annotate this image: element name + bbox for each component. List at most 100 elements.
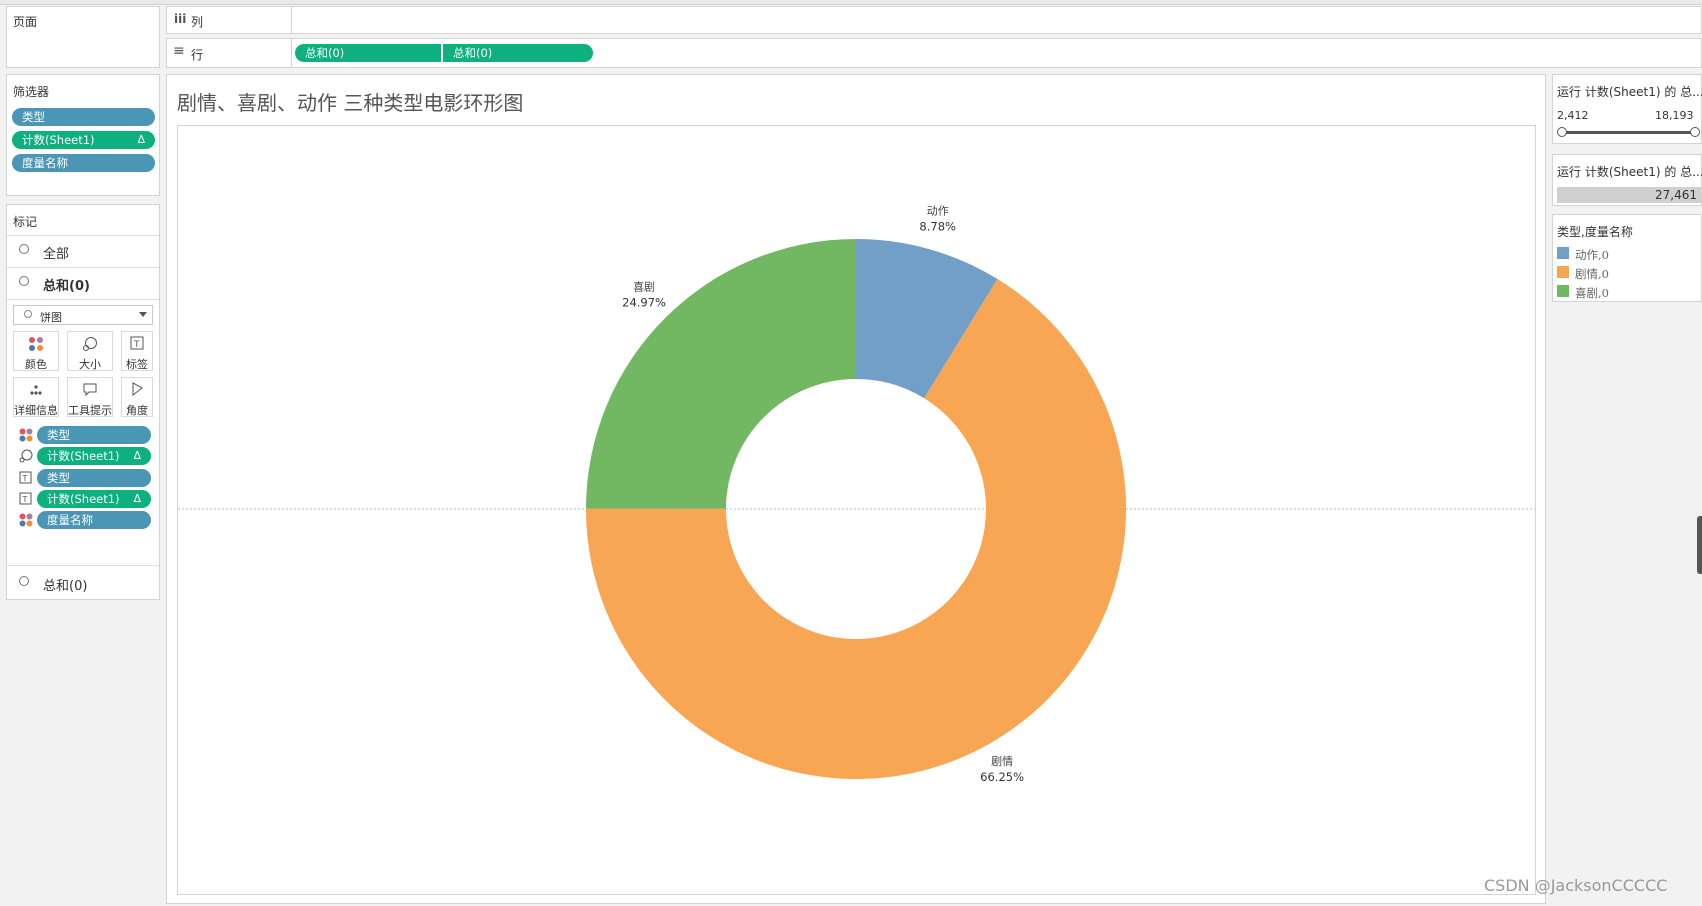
range-slider-max-handle[interactable] [1690, 127, 1700, 137]
legend-label: 剧情,0 [1575, 267, 1609, 281]
tooltip-tile-label: 工具提示 [68, 404, 112, 417]
marks-all-row[interactable]: 全部 [7, 235, 159, 267]
filters-shelf[interactable]: 筛选器 类型 计数(Sheet1) Δ 度量名称 [6, 74, 160, 196]
slice-label: 喜剧 [633, 281, 655, 294]
color-legend-item[interactable]: 动作,0 [1553, 245, 1702, 263]
size-legend-card: 运行 计数(Sheet1) 的 总... 27,461 [1552, 154, 1702, 206]
slice-label: 剧情 [991, 755, 1013, 768]
mark-type-dropdown[interactable]: 饼图 [13, 305, 153, 325]
delta-icon: Δ [137, 133, 145, 146]
size-tile[interactable]: 大小 [67, 331, 113, 371]
slice-percent: 24.97% [622, 296, 666, 310]
legend-label: 喜剧,0 [1575, 286, 1609, 300]
color-legend-item[interactable]: 剧情,0 [1553, 264, 1702, 282]
filter-pill-measure-names[interactable]: 度量名称 [12, 154, 155, 172]
svg-text:T: T [22, 474, 28, 483]
size-tile-label: 大小 [79, 358, 101, 371]
size-legend-title: 运行 计数(Sheet1) 的 总... [1557, 165, 1702, 179]
tooltip-tile[interactable]: 工具提示 [67, 377, 113, 417]
text-icon: T [122, 336, 152, 356]
svg-text:T: T [133, 340, 140, 350]
detail-icon [14, 382, 58, 402]
marks-all-label: 全部 [43, 247, 70, 262]
label-tile[interactable]: T 标签 [121, 331, 153, 371]
pages-shelf-title: 页面 [13, 15, 38, 29]
marks-title: 标记 [13, 215, 38, 229]
legend-swatch [1557, 285, 1569, 297]
columns-icon: iii [174, 12, 187, 26]
delta-icon: Δ [133, 492, 141, 505]
svg-text:T: T [22, 495, 28, 504]
pie-icon [24, 310, 32, 318]
slice-percent: 8.78% [919, 219, 956, 233]
pie-icon [19, 576, 29, 586]
pie-icon [19, 244, 29, 254]
filters-title: 筛选器 [13, 85, 50, 99]
size-legend-value: 27,461 [1655, 188, 1697, 202]
range-filter-title: 运行 计数(Sheet1) 的 总... [1557, 85, 1702, 99]
pages-shelf[interactable]: 页面 [6, 6, 160, 68]
color-legend-item[interactable]: 喜剧,0 [1553, 283, 1702, 301]
rows-pill-sum-1[interactable]: 总和(0) [295, 44, 441, 62]
color-icon [14, 336, 58, 356]
marks-field-count-label-text: 计数(Sheet1) [47, 492, 120, 506]
filter-pill-count-label: 计数(Sheet1) [22, 133, 95, 147]
view-title: 剧情、喜剧、动作 三种类型电影环形图 [177, 91, 524, 115]
filter-pill-count[interactable]: 计数(Sheet1) Δ [12, 131, 155, 149]
plot-pane: 动作 8.78% 剧情 66.25% 喜剧 24.97% [177, 125, 1536, 895]
rows-icon: ≡ [173, 43, 185, 59]
top-strip [0, 0, 1702, 5]
columns-divider [291, 7, 292, 34]
angle-tile-label: 角度 [126, 404, 148, 417]
size-icon [68, 336, 112, 356]
filter-pill-type[interactable]: 类型 [12, 108, 155, 126]
angle-tile[interactable]: 角度 [121, 377, 153, 417]
legend-label: 动作,0 [1575, 248, 1609, 262]
color-tile-label: 颜色 [25, 358, 47, 371]
size-legend-bar [1557, 187, 1701, 203]
watermark: CSDN @JacksonCCCCC [1484, 876, 1668, 895]
view-area: 剧情、喜剧、动作 三种类型电影环形图 动作 8.78% 剧情 66.25% 喜剧 24.9… [166, 74, 1546, 904]
marks-field-measure-names[interactable]: 度量名称 [37, 511, 151, 529]
donut-chart: 动作 8.78% 剧情 66.25% 喜剧 24.97% [178, 204, 1535, 784]
rows-divider [291, 39, 292, 68]
label-field-icon: T [19, 471, 33, 488]
donut-slice-1[interactable] [586, 279, 1126, 779]
angle-icon [122, 382, 152, 402]
legend-swatch [1557, 247, 1569, 259]
marks-field-count-label[interactable]: 计数(Sheet1) Δ [37, 490, 151, 508]
chevron-down-icon [139, 312, 147, 317]
range-slider-min-handle[interactable] [1557, 127, 1567, 137]
detail-tile[interactable]: 详细信息 [13, 377, 59, 417]
color-legend-title: 类型,度量名称 [1557, 225, 1633, 239]
size-field-icon [19, 449, 33, 466]
columns-shelf-title: 列 [191, 15, 204, 29]
donut-slice-2[interactable] [586, 239, 856, 509]
marks-sum-row[interactable]: 总和(0) [7, 267, 159, 299]
pie-icon [19, 276, 29, 286]
rows-pill-sum-2[interactable]: 总和(0) [443, 44, 593, 62]
columns-shelf[interactable]: iii 列 [166, 6, 1702, 34]
marks-field-count-size[interactable]: 计数(Sheet1) Δ [37, 447, 151, 465]
legend-swatch [1557, 266, 1569, 278]
rows-shelf-title: 行 [191, 48, 204, 62]
marks-field-type-color[interactable]: 类型 [37, 426, 151, 444]
range-filter-min: 2,412 [1557, 109, 1589, 122]
marks-sum2-row[interactable]: 总和(0) [7, 565, 159, 599]
marks-sum-label: 总和(0) [43, 279, 90, 294]
slice-percent: 66.25% [980, 770, 1024, 784]
rows-shelf[interactable]: ≡ 行 总和(0) 总和(0) [166, 38, 1702, 68]
color-tile[interactable]: 颜色 [13, 331, 59, 371]
marks-field-type-label[interactable]: 类型 [37, 469, 151, 487]
donut-slice-0[interactable] [856, 239, 998, 399]
scrollbar-handle[interactable] [1697, 516, 1702, 574]
range-slider-track[interactable] [1563, 131, 1693, 134]
slice-label: 动作 [927, 204, 949, 217]
range-filter-max: 18,193 [1655, 109, 1694, 122]
mark-type-row [7, 299, 159, 300]
detail-tile-label: 详细信息 [14, 404, 58, 417]
label-field-icon: T [19, 492, 33, 509]
delta-icon: Δ [133, 449, 141, 462]
range-filter-card[interactable]: 运行 计数(Sheet1) 的 总... 2,412 18,193 [1552, 74, 1702, 144]
color-field-icon [19, 513, 33, 530]
